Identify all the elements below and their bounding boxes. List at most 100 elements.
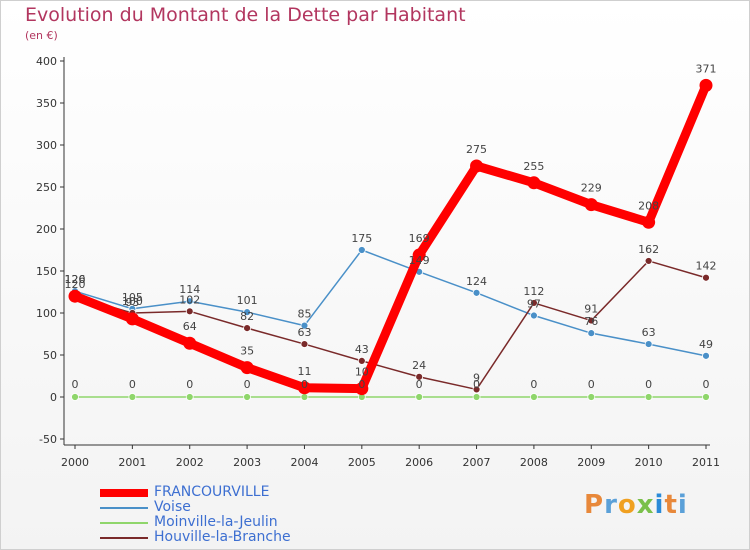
data-label: 101 [237, 294, 258, 307]
x-tick-label: 2007 [463, 456, 491, 469]
data-point [240, 361, 254, 375]
x-tick-label: 2002 [176, 456, 204, 469]
chart-title: Evolution du Montant de la Dette par Hab… [25, 4, 466, 26]
legend-swatch [100, 522, 148, 524]
data-label: 0 [129, 378, 136, 391]
data-label: 10 [355, 366, 369, 379]
y-tick-label: 0 [50, 391, 57, 404]
data-label: 275 [466, 143, 487, 156]
data-point [530, 299, 538, 307]
data-point [183, 336, 197, 350]
x-tick-label: 2008 [520, 456, 548, 469]
data-point [68, 289, 82, 303]
data-label: 0 [530, 378, 537, 391]
legend-label: Houville-la-Branche [154, 529, 291, 545]
legend-label: Voise [154, 499, 191, 515]
data-point [243, 308, 251, 317]
data-label: 85 [297, 308, 311, 321]
x-tick-label: 2005 [348, 456, 376, 469]
data-point [412, 248, 426, 262]
data-label: 49 [699, 338, 713, 351]
series-line-houville-la-branche [74, 260, 707, 391]
data-label: 142 [696, 260, 717, 273]
data-point [243, 393, 251, 401]
x-tick-label: 2003 [233, 456, 261, 469]
data-label: 9 [473, 371, 480, 384]
data-point [530, 311, 538, 320]
data-point [415, 372, 424, 381]
data-label: 229 [581, 182, 602, 195]
legend-swatch [100, 537, 148, 539]
data-point [185, 307, 194, 316]
data-point [702, 351, 710, 360]
y-tick-label: 100 [36, 307, 57, 320]
data-label: 11 [297, 365, 311, 378]
data-point [355, 382, 369, 396]
y-tick-label: 350 [36, 97, 57, 110]
data-label: 126 [65, 273, 86, 286]
data-point [185, 297, 194, 306]
data-label: 255 [523, 160, 544, 173]
data-point [300, 393, 309, 401]
data-point [527, 176, 541, 190]
data-label: 371 [696, 62, 717, 75]
data-point [584, 198, 598, 212]
data-point [415, 393, 424, 401]
data-label: 93 [125, 296, 139, 309]
data-label: 120 [65, 273, 86, 286]
data-label: 0 [645, 378, 652, 391]
data-point [587, 393, 596, 401]
proxiti-logo: Proxiti [584, 490, 688, 520]
legend-label: Moinville-la-Jeulin [154, 514, 278, 530]
y-tick-label: 200 [36, 223, 57, 236]
data-label: 120 [65, 278, 86, 291]
data-point [300, 321, 309, 330]
data-point [644, 257, 653, 265]
data-point [472, 288, 481, 297]
data-point [642, 215, 656, 229]
y-tick-label: 250 [36, 181, 57, 194]
data-point [530, 393, 538, 401]
x-tick-label: 2009 [577, 456, 605, 469]
data-point [587, 316, 596, 325]
data-label: 105 [122, 291, 143, 304]
legend-swatch [100, 507, 148, 509]
data-label: 0 [416, 378, 423, 391]
data-label: 208 [638, 199, 659, 212]
data-label: 63 [297, 326, 311, 339]
data-label: 169 [409, 232, 430, 245]
data-label: 43 [355, 343, 369, 356]
data-point [702, 273, 710, 282]
data-label: 82 [240, 310, 254, 323]
data-point [128, 393, 137, 401]
data-point [300, 340, 309, 348]
data-point [71, 393, 79, 401]
x-tick-label: 2011 [692, 456, 720, 469]
data-point [297, 381, 311, 395]
data-label: 100 [122, 295, 143, 308]
legend-swatch [100, 489, 148, 497]
data-point [644, 393, 653, 401]
data-label: 35 [240, 345, 254, 358]
data-point [644, 340, 653, 348]
data-point [470, 159, 484, 173]
y-tick-label: -50 [39, 433, 57, 446]
y-tick-label: 300 [36, 139, 57, 152]
data-label: 112 [523, 285, 544, 298]
data-point [357, 246, 366, 254]
data-label: 0 [301, 378, 308, 391]
y-tick-label: 400 [36, 55, 57, 68]
chart-subtitle: (en €) [25, 29, 58, 42]
data-point [243, 324, 251, 333]
series-line-francourville [70, 80, 711, 394]
data-point [357, 356, 366, 365]
x-tick-label: 2010 [635, 456, 663, 469]
data-label: 0 [358, 378, 365, 391]
x-tick-label: 2000 [61, 456, 89, 469]
data-label: 0 [186, 378, 193, 391]
y-tick-label: 150 [36, 265, 57, 278]
data-label: 0 [703, 378, 710, 391]
data-label: 124 [466, 275, 487, 288]
